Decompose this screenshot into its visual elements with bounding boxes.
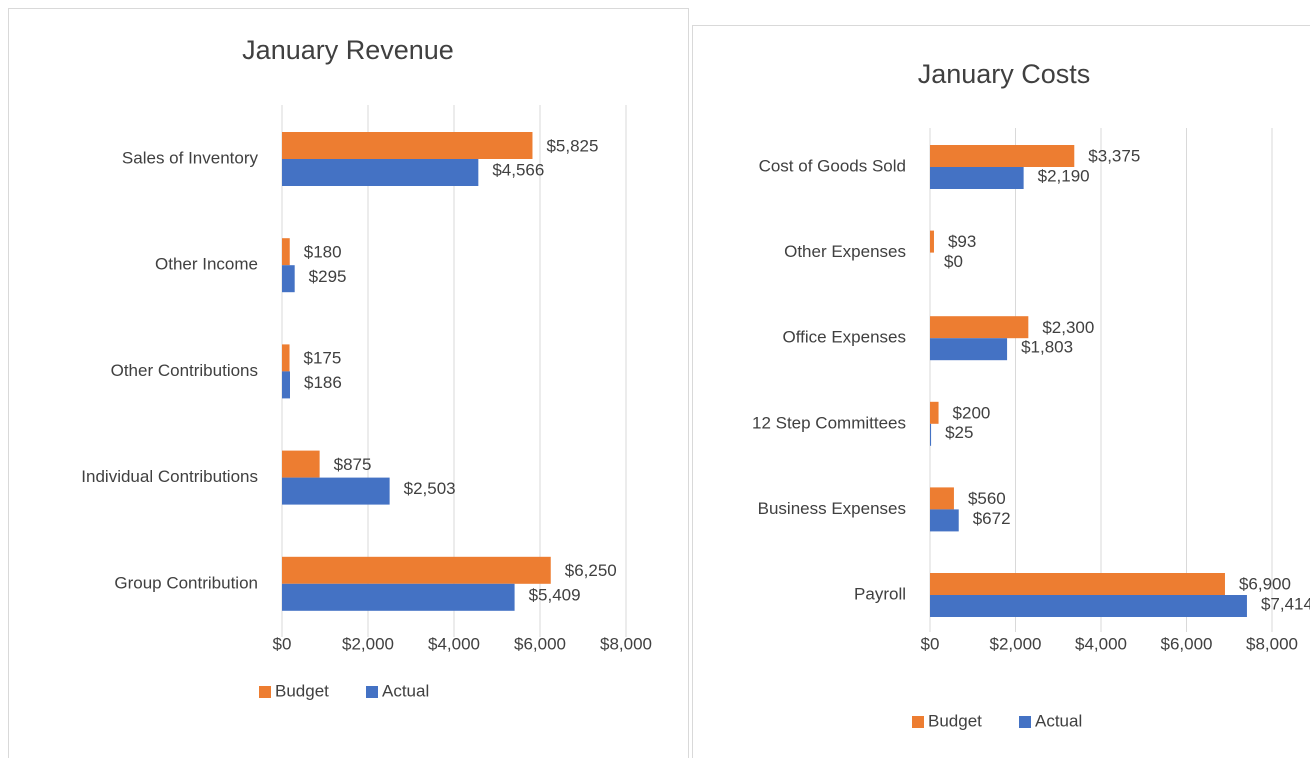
data-label: $3,375	[1088, 147, 1140, 166]
data-label: $2,190	[1038, 166, 1090, 185]
bar	[930, 316, 1029, 339]
bar	[282, 265, 295, 293]
data-label: $560	[968, 489, 1006, 508]
bar	[282, 583, 515, 611]
bar	[282, 132, 533, 159]
chart-title: January Revenue	[242, 35, 454, 65]
y-tick-label: 12 Step Committees	[752, 413, 906, 432]
bar	[930, 145, 1075, 167]
bar	[930, 487, 954, 510]
x-tick-label: $4,000	[428, 634, 480, 653]
data-label: $6,900	[1239, 575, 1291, 594]
data-label: $875	[334, 455, 372, 474]
y-tick-label: Group Contribution	[114, 573, 258, 592]
data-label: $7,414	[1261, 594, 1310, 613]
legend-label: Actual	[382, 681, 429, 700]
legend-label: Actual	[1035, 711, 1082, 730]
data-label: $1,803	[1021, 338, 1073, 357]
data-label: $5,825	[546, 136, 598, 155]
data-label: $6,250	[565, 561, 617, 580]
bar	[282, 371, 290, 399]
bar	[930, 423, 932, 446]
data-label: $186	[304, 373, 342, 392]
bar	[930, 338, 1008, 361]
y-tick-label: Payroll	[854, 584, 906, 603]
bar	[930, 230, 934, 253]
x-tick-label: $2,000	[990, 634, 1042, 653]
x-tick-label: $8,000	[1246, 634, 1298, 653]
x-tick-label: $0	[273, 634, 292, 653]
y-tick-label: Other Expenses	[784, 242, 906, 261]
data-label: $672	[973, 509, 1011, 528]
x-tick-label: $6,000	[1161, 634, 1213, 653]
data-label: $180	[304, 243, 342, 262]
bar	[282, 477, 390, 505]
legend-label: Budget	[275, 681, 329, 700]
bar	[930, 509, 959, 532]
legend-swatch	[1019, 716, 1031, 728]
x-tick-label: $2,000	[342, 634, 394, 653]
legend-swatch	[259, 686, 271, 698]
legend-label: Budget	[928, 711, 982, 730]
data-label: $2,503	[404, 479, 456, 498]
chart-title: January Costs	[918, 59, 1091, 89]
x-tick-label: $4,000	[1075, 634, 1127, 653]
data-label: $25	[945, 423, 973, 442]
data-label: $93	[948, 232, 976, 251]
bar	[282, 450, 320, 478]
bar	[282, 238, 290, 266]
x-tick-label: $6,000	[514, 634, 566, 653]
legend-swatch	[366, 686, 378, 698]
data-label: $0	[944, 252, 963, 271]
y-tick-label: Other Contributions	[111, 361, 258, 380]
legend-swatch	[912, 716, 924, 728]
bar	[930, 401, 939, 424]
data-label: $4,566	[492, 161, 544, 180]
bar	[282, 159, 479, 186]
bar	[930, 573, 1225, 595]
y-tick-label: Cost of Goods Sold	[759, 156, 906, 175]
data-label: $200	[953, 403, 991, 422]
bar	[282, 344, 290, 372]
data-label: $295	[309, 267, 347, 286]
data-label: $175	[304, 349, 342, 368]
bar	[930, 595, 1247, 617]
x-tick-label: $8,000	[600, 634, 652, 653]
y-tick-label: Sales of Inventory	[122, 148, 259, 167]
y-tick-label: Individual Contributions	[81, 467, 258, 486]
y-tick-label: Business Expenses	[758, 499, 906, 518]
y-tick-label: Other Income	[155, 255, 258, 274]
y-tick-label: Office Expenses	[783, 328, 906, 347]
data-label: $5,409	[529, 585, 581, 604]
bar	[930, 167, 1024, 189]
x-tick-label: $0	[921, 634, 940, 653]
bar	[282, 556, 551, 584]
data-label: $2,300	[1042, 318, 1094, 337]
